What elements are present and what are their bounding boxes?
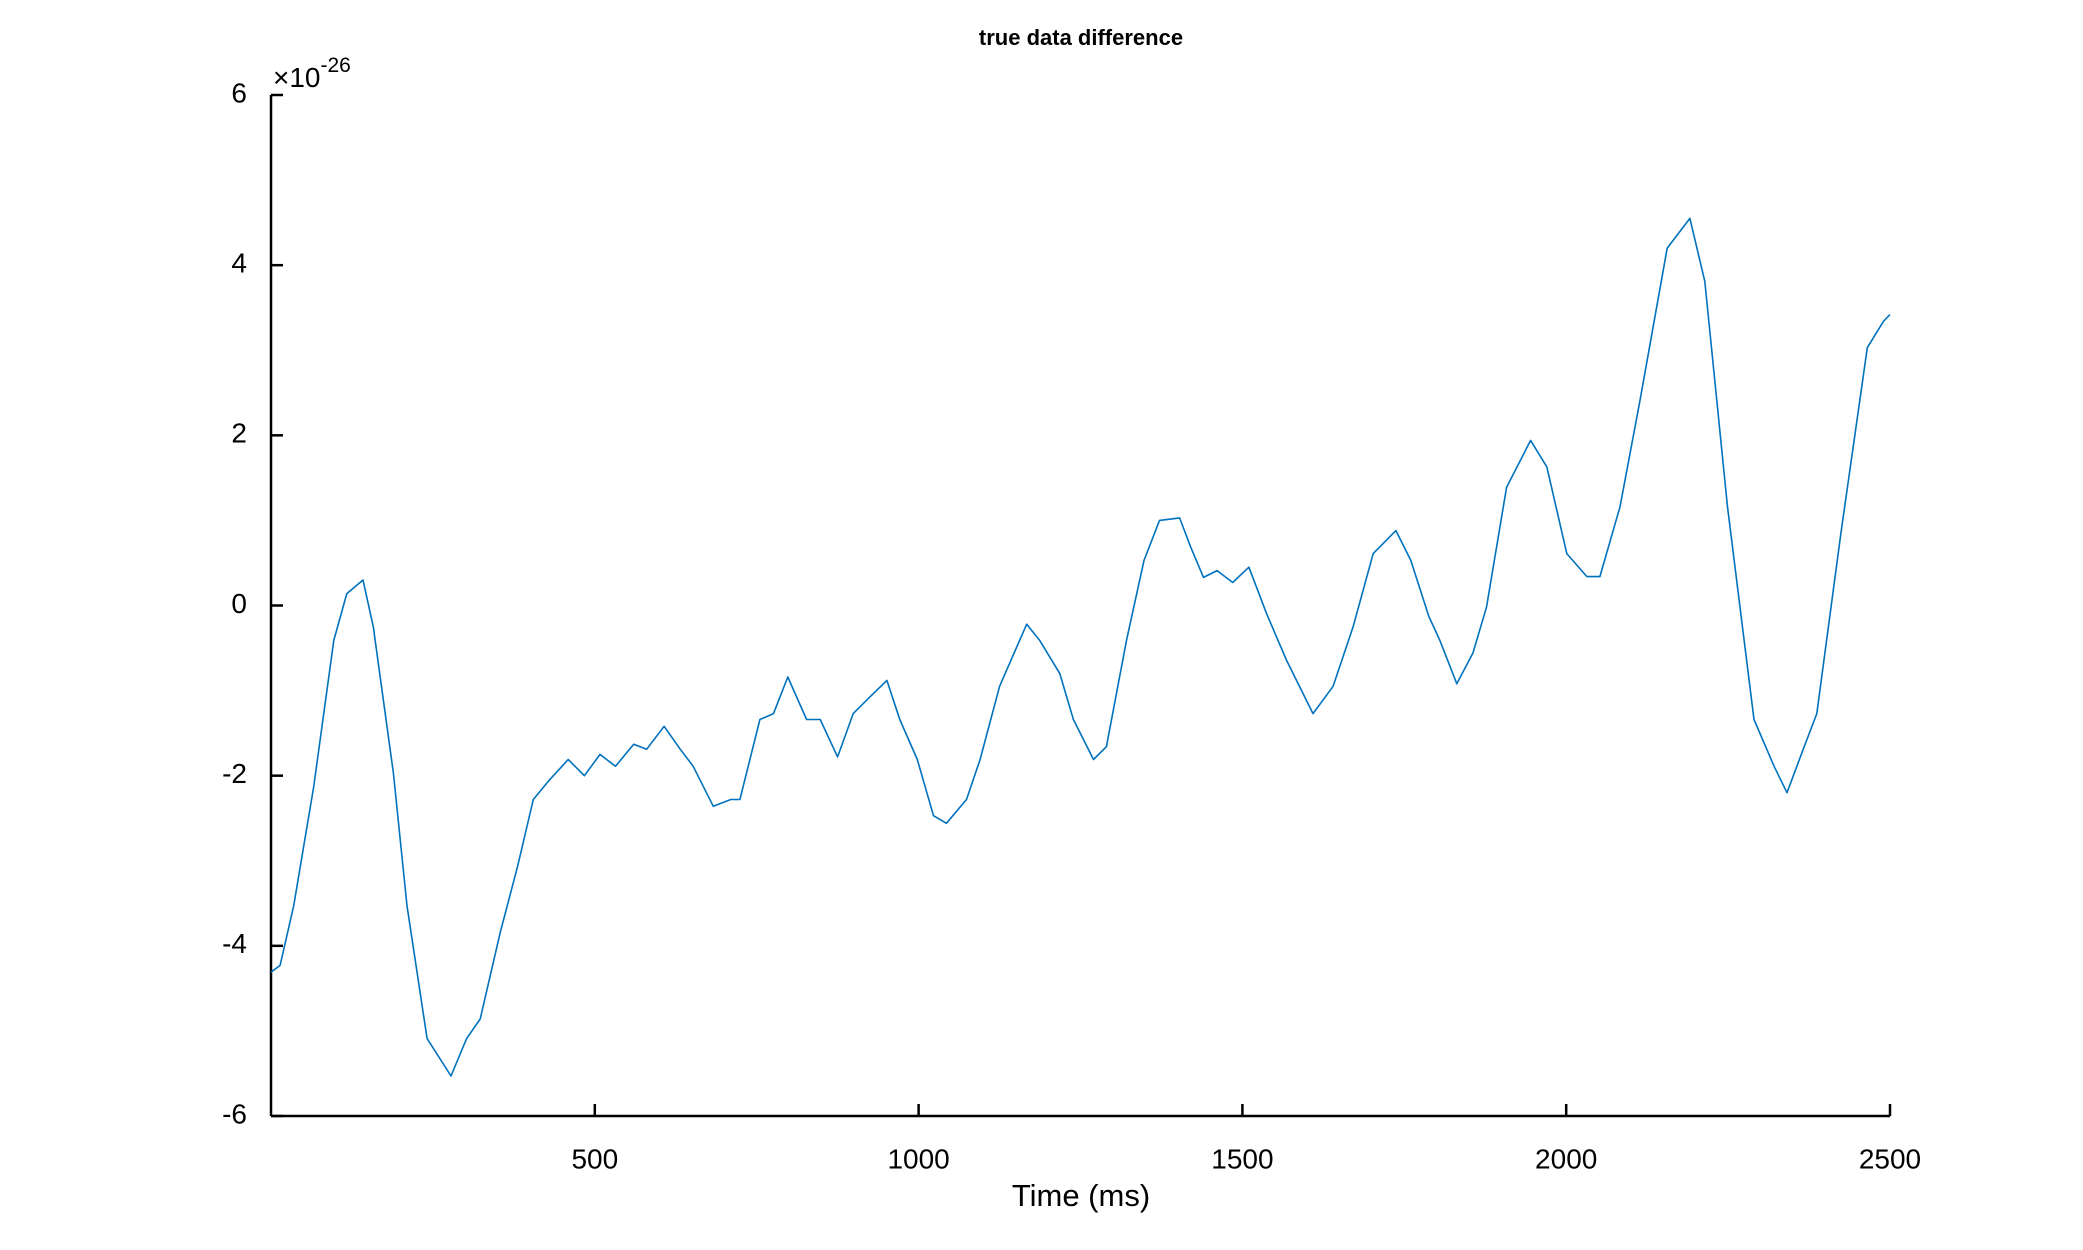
data-line (270, 217, 1891, 1077)
x-tick-label: 500 (571, 1143, 618, 1174)
y-tick-label: 4 (231, 248, 247, 279)
chart-title: true data difference (979, 25, 1183, 50)
y-tick-label: 2 (231, 418, 247, 449)
y-tick-label: -2 (222, 758, 247, 789)
y-multiplier: ×10-26 (273, 54, 351, 94)
x-tick-label: 2500 (1859, 1143, 1921, 1174)
y-tick-label: -4 (222, 928, 247, 959)
x-axis-label: Time (ms) (1012, 1178, 1150, 1213)
y-multiplier-exponent: -26 (321, 54, 351, 77)
y-multiplier-base: ×10 (273, 62, 321, 93)
y-tick-label: -6 (222, 1098, 247, 1129)
x-tick-label: 2000 (1535, 1143, 1597, 1174)
y-tick-label: 0 (231, 588, 247, 619)
x-tick-label: 1500 (1211, 1143, 1273, 1174)
y-tick-label: 6 (231, 77, 247, 108)
x-tick-label: 1000 (887, 1143, 949, 1174)
